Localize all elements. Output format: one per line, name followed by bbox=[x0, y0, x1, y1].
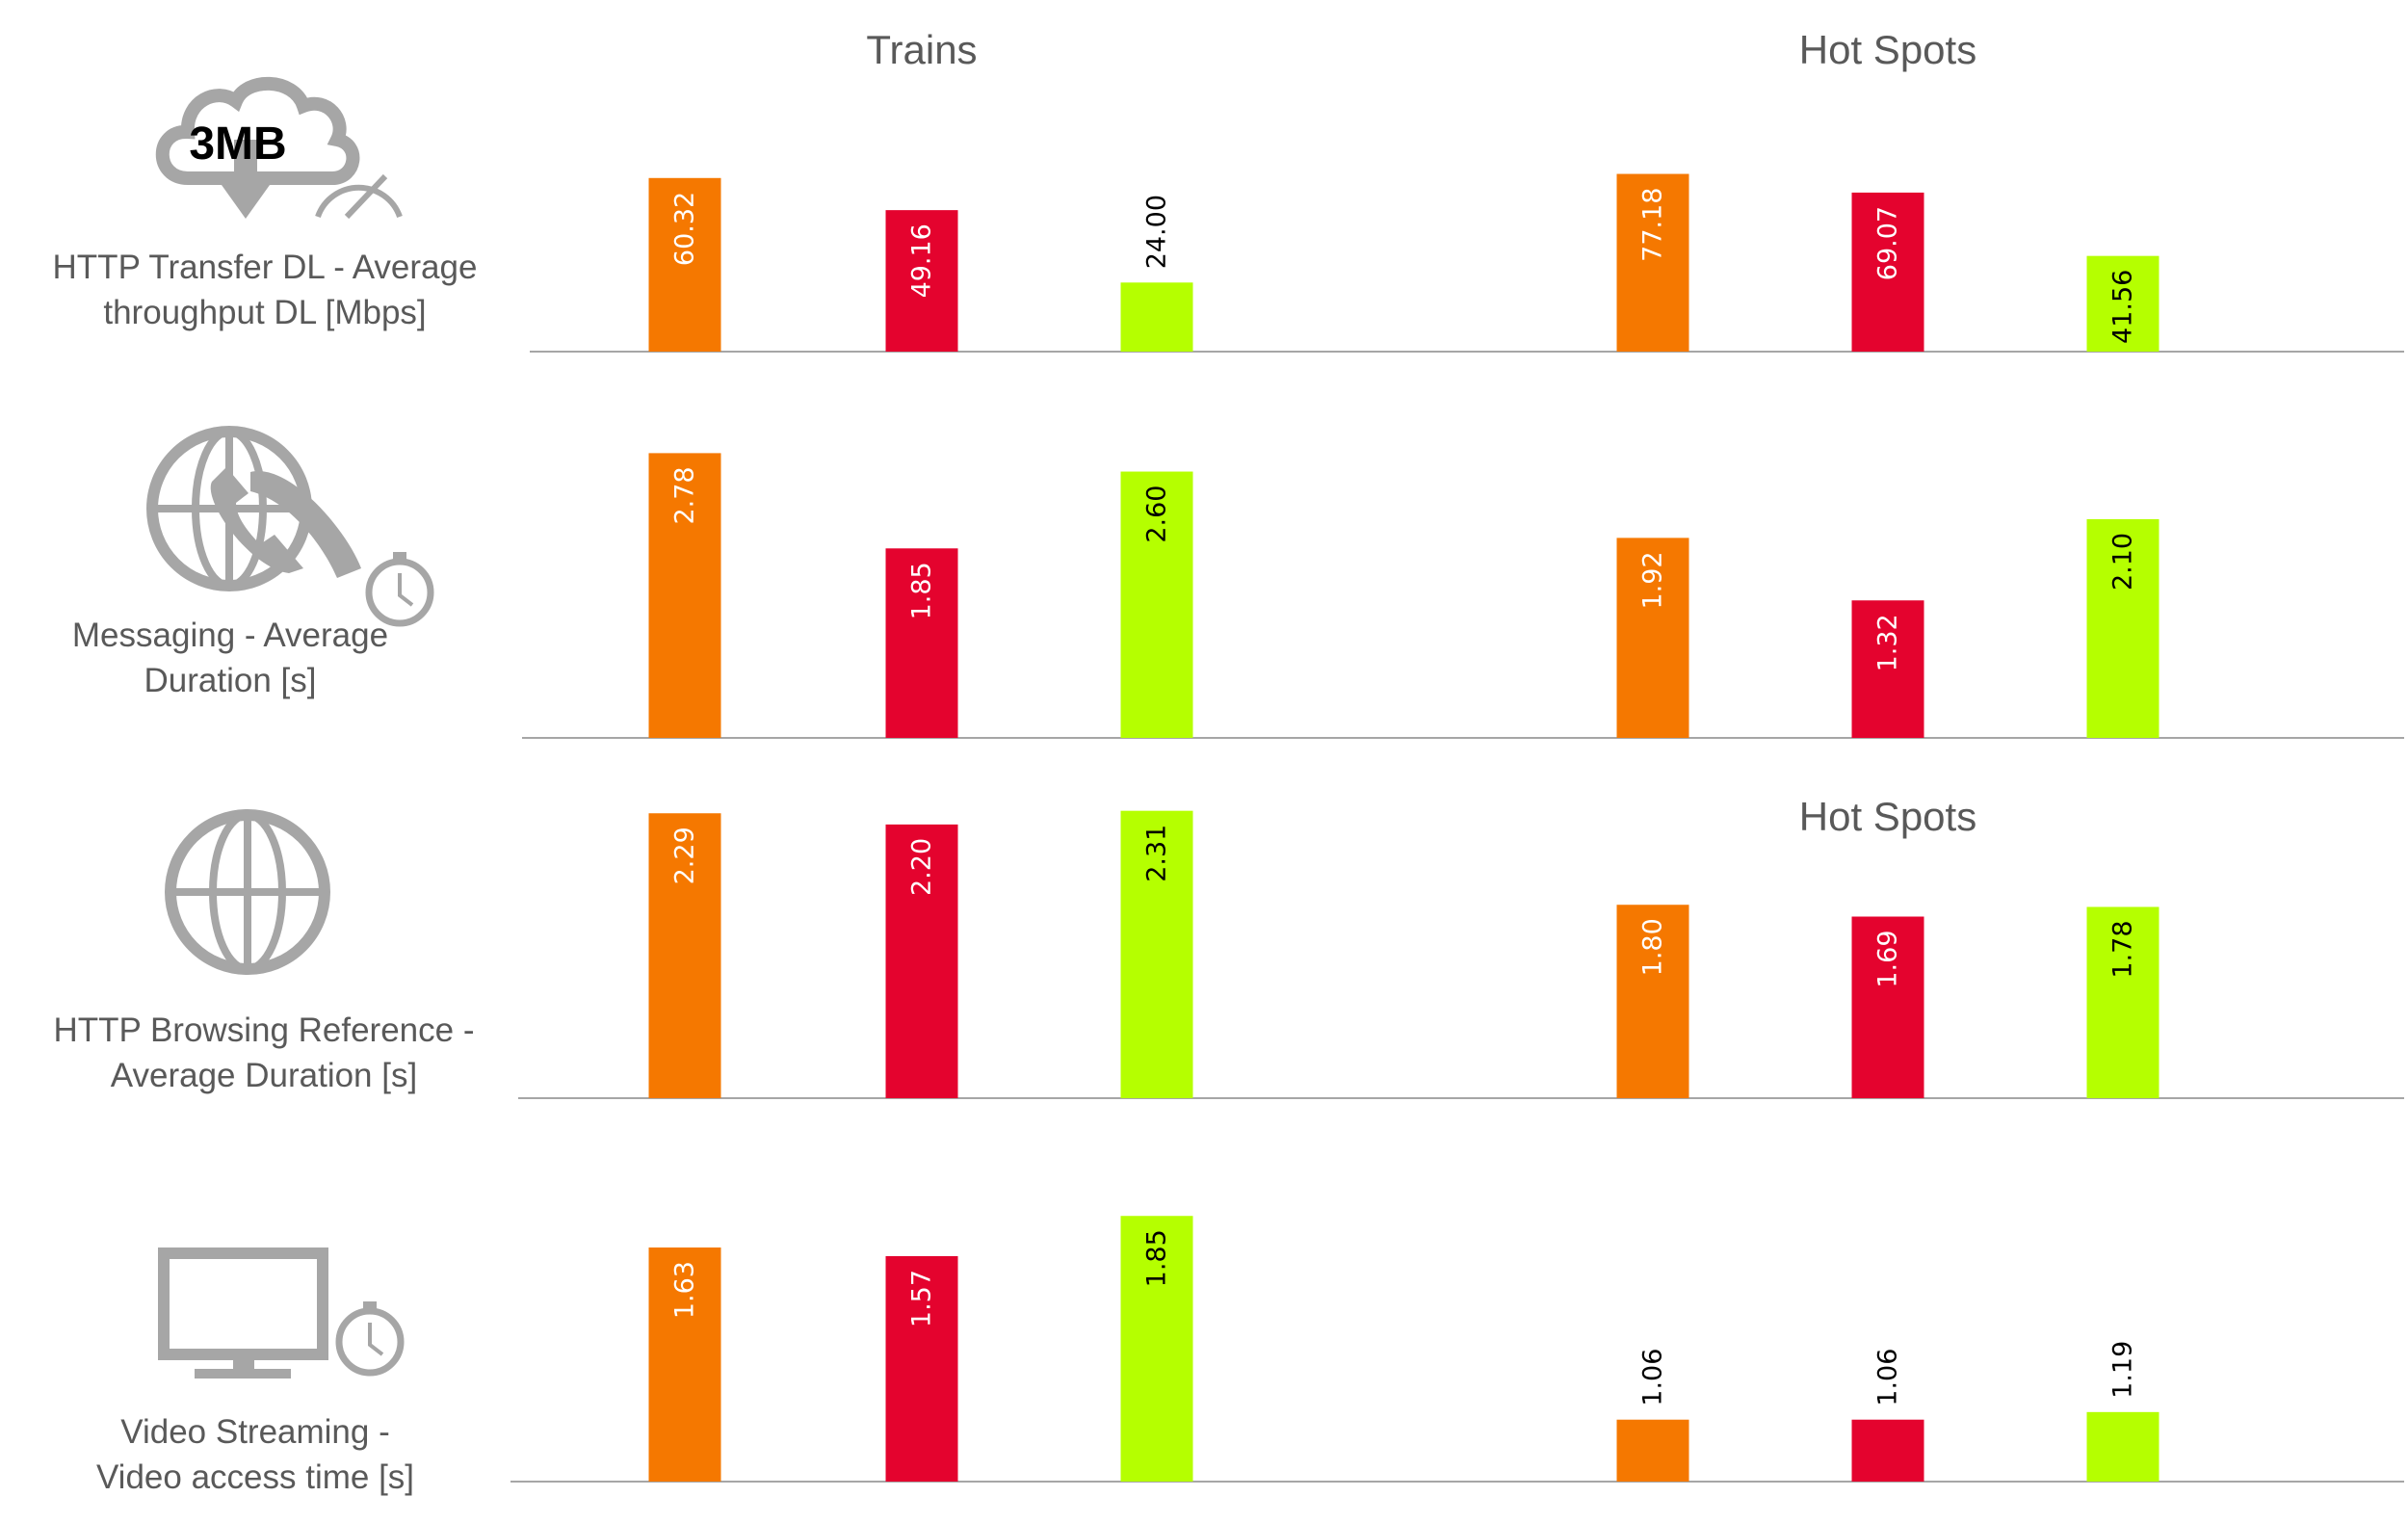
data-label: 1.85 bbox=[1142, 1229, 1172, 1287]
data-label: 49.16 bbox=[907, 223, 937, 298]
data-label: 24.00 bbox=[1142, 195, 1172, 269]
data-label: 41.56 bbox=[2108, 270, 2138, 344]
group-title: Hot Spots bbox=[1799, 27, 1976, 72]
bar bbox=[2086, 255, 2159, 352]
globe-icon bbox=[165, 809, 330, 975]
bar bbox=[1120, 471, 1193, 738]
data-label: 2.60 bbox=[1142, 486, 1172, 543]
data-label: 1.19 bbox=[2108, 1341, 2138, 1399]
monitor-stopwatch-icon bbox=[158, 1247, 405, 1379]
row-label-line: Video access time [s] bbox=[95, 1458, 415, 1496]
bar bbox=[1120, 810, 1193, 1098]
row-label-line: HTTP Browsing Reference - bbox=[53, 1011, 475, 1049]
data-label: 1.63 bbox=[670, 1261, 700, 1319]
data-label: 60.32 bbox=[670, 192, 700, 266]
row-label-line: Video Streaming - bbox=[120, 1413, 390, 1451]
data-label: 1.78 bbox=[2108, 920, 2138, 978]
data-label: 2.20 bbox=[907, 838, 937, 896]
bar bbox=[1616, 538, 1689, 738]
bar bbox=[1616, 905, 1689, 1098]
bar bbox=[2086, 1411, 2159, 1482]
bar bbox=[1120, 1216, 1193, 1482]
icon-text-3mb: 3MB bbox=[189, 118, 286, 170]
data-label: 1.06 bbox=[1638, 1349, 1668, 1406]
row-label-line: HTTP Transfer DL - Average bbox=[52, 249, 478, 286]
bar bbox=[1120, 282, 1193, 352]
cloud-download-speedometer-icon: 3MB bbox=[155, 76, 403, 220]
data-label: 1.85 bbox=[907, 562, 937, 619]
data-label: 2.78 bbox=[670, 466, 700, 524]
data-label: 69.07 bbox=[1873, 206, 1903, 280]
data-label: 2.31 bbox=[1142, 825, 1172, 882]
data-label: 77.18 bbox=[1638, 188, 1668, 262]
bar bbox=[885, 824, 958, 1098]
data-label: 1.80 bbox=[1638, 918, 1668, 976]
bar bbox=[1616, 173, 1689, 352]
bar bbox=[885, 548, 958, 738]
row-label-http-browsing: HTTP Browsing Reference - Average Durati… bbox=[13, 1008, 514, 1098]
data-label: 1.06 bbox=[1873, 1349, 1903, 1406]
bar bbox=[1851, 192, 1924, 352]
bar bbox=[2086, 518, 2159, 738]
bar bbox=[1851, 916, 1924, 1098]
data-label: 1.92 bbox=[1638, 551, 1668, 609]
group-title: Hot Spots bbox=[1799, 794, 1976, 839]
group-title: Trains bbox=[866, 27, 977, 72]
row-label-line: throughput DL [Mbps] bbox=[103, 294, 427, 331]
bar bbox=[648, 1247, 721, 1482]
data-label: 1.32 bbox=[1873, 614, 1903, 671]
bar bbox=[885, 1255, 958, 1482]
bar bbox=[1616, 1419, 1689, 1482]
bar bbox=[648, 177, 721, 352]
bar bbox=[648, 813, 721, 1098]
data-label: 1.69 bbox=[1873, 931, 1903, 988]
bar bbox=[885, 210, 958, 352]
bar bbox=[1851, 600, 1924, 738]
data-label: 2.10 bbox=[2108, 533, 2138, 591]
row-label-messaging: Messaging - Average Duration [s] bbox=[0, 613, 481, 703]
bar bbox=[2086, 906, 2159, 1098]
row-label-line: Messaging - Average bbox=[71, 617, 389, 654]
bar bbox=[1851, 1419, 1924, 1482]
row-label-line: Average Duration [s] bbox=[110, 1057, 418, 1094]
data-label: 2.29 bbox=[670, 827, 700, 884]
row-label-video-streaming: Video Streaming - Video access time [s] bbox=[5, 1409, 506, 1500]
bar bbox=[648, 453, 721, 738]
data-label: 1.57 bbox=[907, 1270, 937, 1327]
globe-phone-stopwatch-icon bbox=[146, 426, 434, 627]
row-label-line: Duration [s] bbox=[144, 662, 317, 699]
row-label-http-transfer: HTTP Transfer DL - Average throughput DL… bbox=[14, 245, 515, 335]
